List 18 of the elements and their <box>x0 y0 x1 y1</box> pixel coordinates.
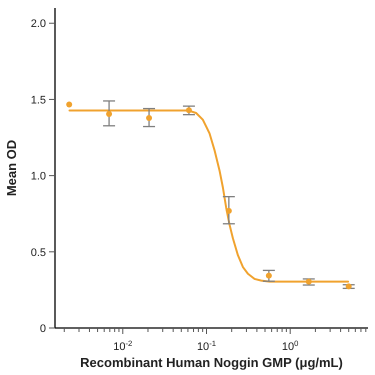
point <box>346 283 352 290</box>
y-tick-label: 1.0 <box>30 170 46 183</box>
y-tick-label: 2.0 <box>30 18 46 30</box>
point <box>226 208 232 214</box>
point <box>266 272 272 279</box>
y-axis-title: Mean OD <box>4 140 19 196</box>
point <box>66 101 72 108</box>
y-tick-label: 0 <box>40 323 46 335</box>
point <box>186 107 192 114</box>
point <box>146 115 152 122</box>
x-tick-label: 10$^{0}$ <box>282 338 298 353</box>
y-tick-label: 0.5 <box>30 246 46 259</box>
point <box>106 111 112 118</box>
x-tick-label: 10$^{-1}$ <box>196 338 216 353</box>
x-tick-label: 10$^{-2}$ <box>113 338 132 353</box>
x-axis-title: Recombinant Human Noggin GMP (μg/mL) <box>80 355 343 370</box>
y-tick-label: 1.5 <box>30 94 46 106</box>
point <box>306 278 312 285</box>
